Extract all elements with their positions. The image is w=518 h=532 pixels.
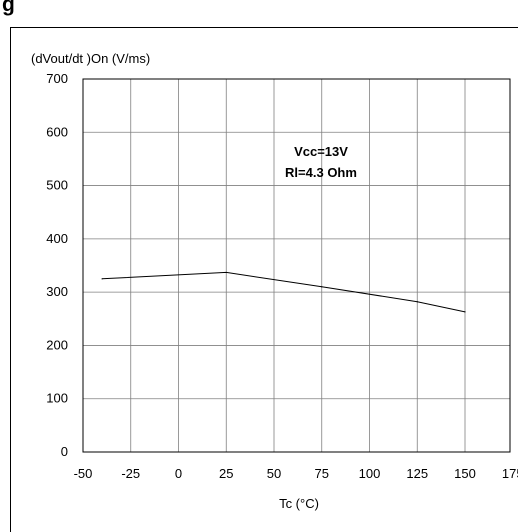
x-tick-label: -25 <box>121 466 140 481</box>
y-tick-label: 600 <box>46 124 68 139</box>
data-point <box>464 311 466 313</box>
figure-header: g <box>0 0 518 26</box>
y-tick-label: 0 <box>61 444 68 459</box>
x-tick-label: 0 <box>175 466 182 481</box>
x-tick-label: 125 <box>406 466 428 481</box>
y-tick-label: 300 <box>46 284 68 299</box>
annotation-rl: Rl=4.3 Ohm <box>285 165 357 180</box>
x-tick-label: 75 <box>315 466 329 481</box>
x-tick-label: 50 <box>267 466 281 481</box>
x-axis-label: Tc (°C) <box>279 496 319 511</box>
y-tick-label: 400 <box>46 231 68 246</box>
annotation-vcc: Vcc=13V <box>294 144 348 159</box>
y-tick-label: 500 <box>46 178 68 193</box>
x-axis-ticks: -50 -25 0 25 50 75 100 125 150 175 <box>74 466 518 481</box>
plot-area <box>82 78 511 453</box>
series-points <box>101 271 466 313</box>
x-tick-label: 150 <box>454 466 476 481</box>
x-tick-label: 25 <box>219 466 233 481</box>
figure-header-text: g <box>2 0 15 16</box>
x-tick-label: -50 <box>74 466 93 481</box>
figure-frame <box>10 27 518 532</box>
x-tick-label: 100 <box>359 466 381 481</box>
data-point <box>416 301 418 303</box>
y-tick-label: 200 <box>46 337 68 352</box>
x-tick-label: 175 <box>502 466 518 481</box>
y-tick-label: 700 <box>46 71 68 86</box>
chart-grid <box>83 79 510 452</box>
data-point <box>101 278 103 280</box>
y-axis-ticks: 0 100 200 300 400 500 600 700 <box>46 71 68 459</box>
data-point <box>225 271 227 274</box>
y-axis-label: (dVout/dt )On (V/ms) <box>31 51 150 66</box>
data-point <box>321 286 323 288</box>
y-tick-label: 100 <box>46 391 68 406</box>
